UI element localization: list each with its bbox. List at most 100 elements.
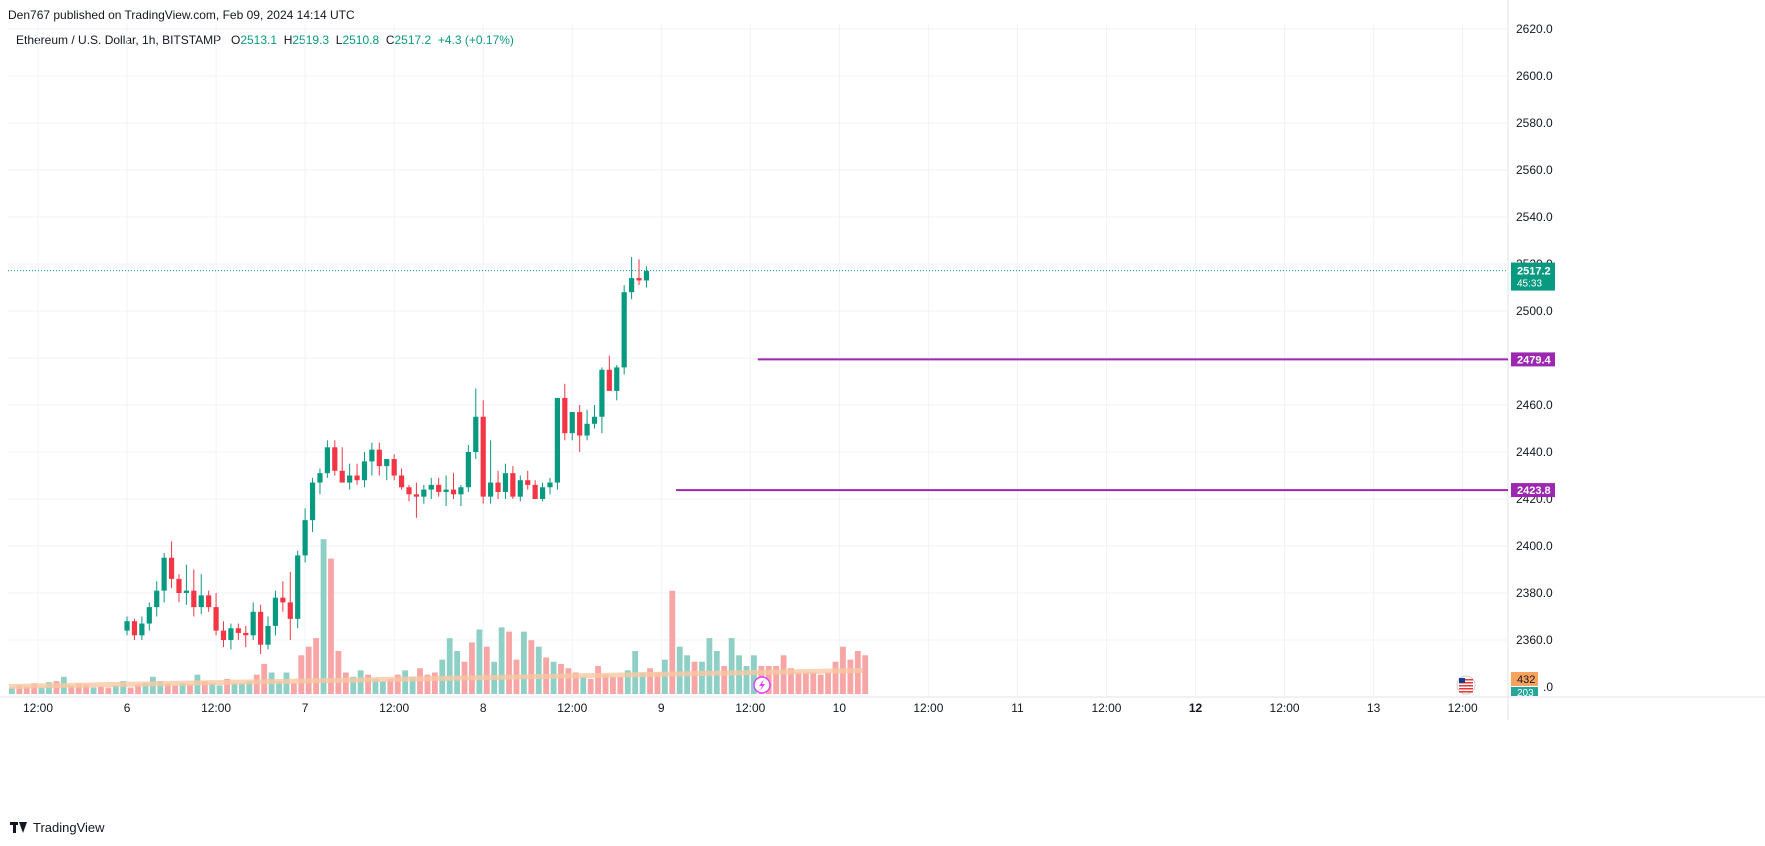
volume-bar xyxy=(469,642,475,694)
volume-bar xyxy=(454,651,461,694)
candle-body xyxy=(154,590,160,608)
level-price-badge xyxy=(1511,483,1555,498)
candle-body xyxy=(161,557,167,591)
change-value: +4.3 (+0.17%) xyxy=(437,33,514,47)
symbol-name[interactable]: Ethereum / U.S. Dollar, 1h, BITSTAMP xyxy=(16,33,221,47)
open-value: 2513.1 xyxy=(240,33,278,47)
level-price-label: 2479.4 xyxy=(1517,354,1552,366)
volume-bar xyxy=(498,627,505,694)
volume-bar xyxy=(862,655,869,694)
symbol-legend: Ethereum / U.S. Dollar, 1h, BITSTAMP O25… xyxy=(16,33,514,47)
volume-bar xyxy=(38,687,45,694)
x-tick-label: 12:00 xyxy=(1448,701,1478,715)
volume-bar xyxy=(231,683,238,694)
volume-bar xyxy=(164,683,171,694)
volume-bar xyxy=(120,681,127,694)
price-axis[interactable]: 2360.02380.02400.02420.02440.02460.02480… xyxy=(1516,22,1553,694)
volume-bar xyxy=(172,685,179,694)
volume-badge xyxy=(1511,672,1538,686)
volume-bar xyxy=(187,684,193,694)
volume-bar xyxy=(528,640,535,694)
high-value: 2519.3 xyxy=(292,33,330,47)
candle-body xyxy=(532,484,538,499)
candle-body xyxy=(473,416,479,452)
volume-value-label: 432 xyxy=(1517,674,1535,686)
volume-bar xyxy=(298,655,305,694)
volume-bar xyxy=(209,683,216,694)
candle-body xyxy=(376,449,382,467)
low-label: L xyxy=(335,33,343,47)
level-price-label: 2423.8 xyxy=(1517,485,1551,497)
volume-bar xyxy=(654,672,661,694)
chart-icons[interactable] xyxy=(753,675,1476,695)
candle-body xyxy=(139,623,145,636)
volume-ma-value-label: 203 xyxy=(1517,688,1534,699)
volume-bar xyxy=(535,646,542,694)
volume-bar xyxy=(380,681,386,694)
candle-body xyxy=(354,475,360,481)
volume-bar xyxy=(328,558,334,694)
volume-bar xyxy=(602,674,609,694)
candle-body xyxy=(502,473,509,492)
candle-body xyxy=(525,480,531,485)
candle-body xyxy=(539,487,546,499)
volume-bar xyxy=(261,663,268,694)
candle-body xyxy=(369,449,375,462)
candle-body xyxy=(339,470,345,483)
time-axis[interactable]: 12:00 6 12:00 7 12:00 8 12:00 9 12:00 10 12:00 11 12… xyxy=(23,701,1478,715)
candle-body xyxy=(428,484,434,490)
volume-bar xyxy=(647,668,653,694)
volume-bar xyxy=(372,678,379,694)
volume-bar xyxy=(676,646,683,694)
volume-bar xyxy=(580,676,587,694)
volume-bar xyxy=(9,687,15,694)
volume-bar xyxy=(313,638,320,694)
volume-bar xyxy=(335,651,342,694)
candle-body xyxy=(228,628,234,640)
volume-bar xyxy=(201,681,208,694)
x-tick-label: 12:00 xyxy=(23,701,53,715)
volume-bar xyxy=(142,683,149,694)
volume-bar xyxy=(98,686,104,694)
volume-bar xyxy=(617,676,624,694)
volume-bar xyxy=(127,687,134,694)
last-price-label: 2517.2 xyxy=(1517,266,1551,278)
candle-body xyxy=(488,482,494,497)
candle-body xyxy=(480,416,486,497)
volume-bar xyxy=(105,687,112,694)
volume-bar xyxy=(728,638,735,694)
volume-bar xyxy=(639,672,646,694)
volume-bar xyxy=(743,666,750,694)
x-tick-label: 12:00 xyxy=(201,701,231,715)
volume-bar xyxy=(825,672,832,694)
volume-bar xyxy=(23,686,30,694)
volume-bar xyxy=(595,666,601,694)
volume-bar xyxy=(135,684,141,694)
candle-body xyxy=(235,628,241,633)
high-label: H xyxy=(283,33,293,47)
volume-bar xyxy=(239,683,245,694)
volume-bar xyxy=(476,629,483,694)
y-tick-label: 2580.0 xyxy=(1516,116,1553,130)
candle-body xyxy=(413,494,420,497)
candle-body xyxy=(183,590,189,593)
tradingview-logo-icon xyxy=(10,822,27,833)
candlesticks xyxy=(124,256,650,655)
candle-body xyxy=(562,397,568,434)
volume-bar xyxy=(246,681,253,694)
candle-body xyxy=(636,278,642,281)
volume-bar xyxy=(610,676,616,694)
candle-body xyxy=(643,271,650,281)
y-tick-label: 2360.0 xyxy=(1516,633,1553,647)
volume-bar xyxy=(572,672,579,694)
volume-bar xyxy=(817,674,824,694)
volume-bar xyxy=(506,631,512,694)
horizontal-levels[interactable] xyxy=(8,270,1508,492)
candle-body xyxy=(398,475,405,488)
flag-stripe xyxy=(1459,679,1473,681)
volume-bars xyxy=(8,539,869,694)
candle-body xyxy=(250,611,256,636)
volume-ma-badge xyxy=(1511,687,1538,696)
tradingview-footer[interactable]: TradingView xyxy=(10,820,105,835)
